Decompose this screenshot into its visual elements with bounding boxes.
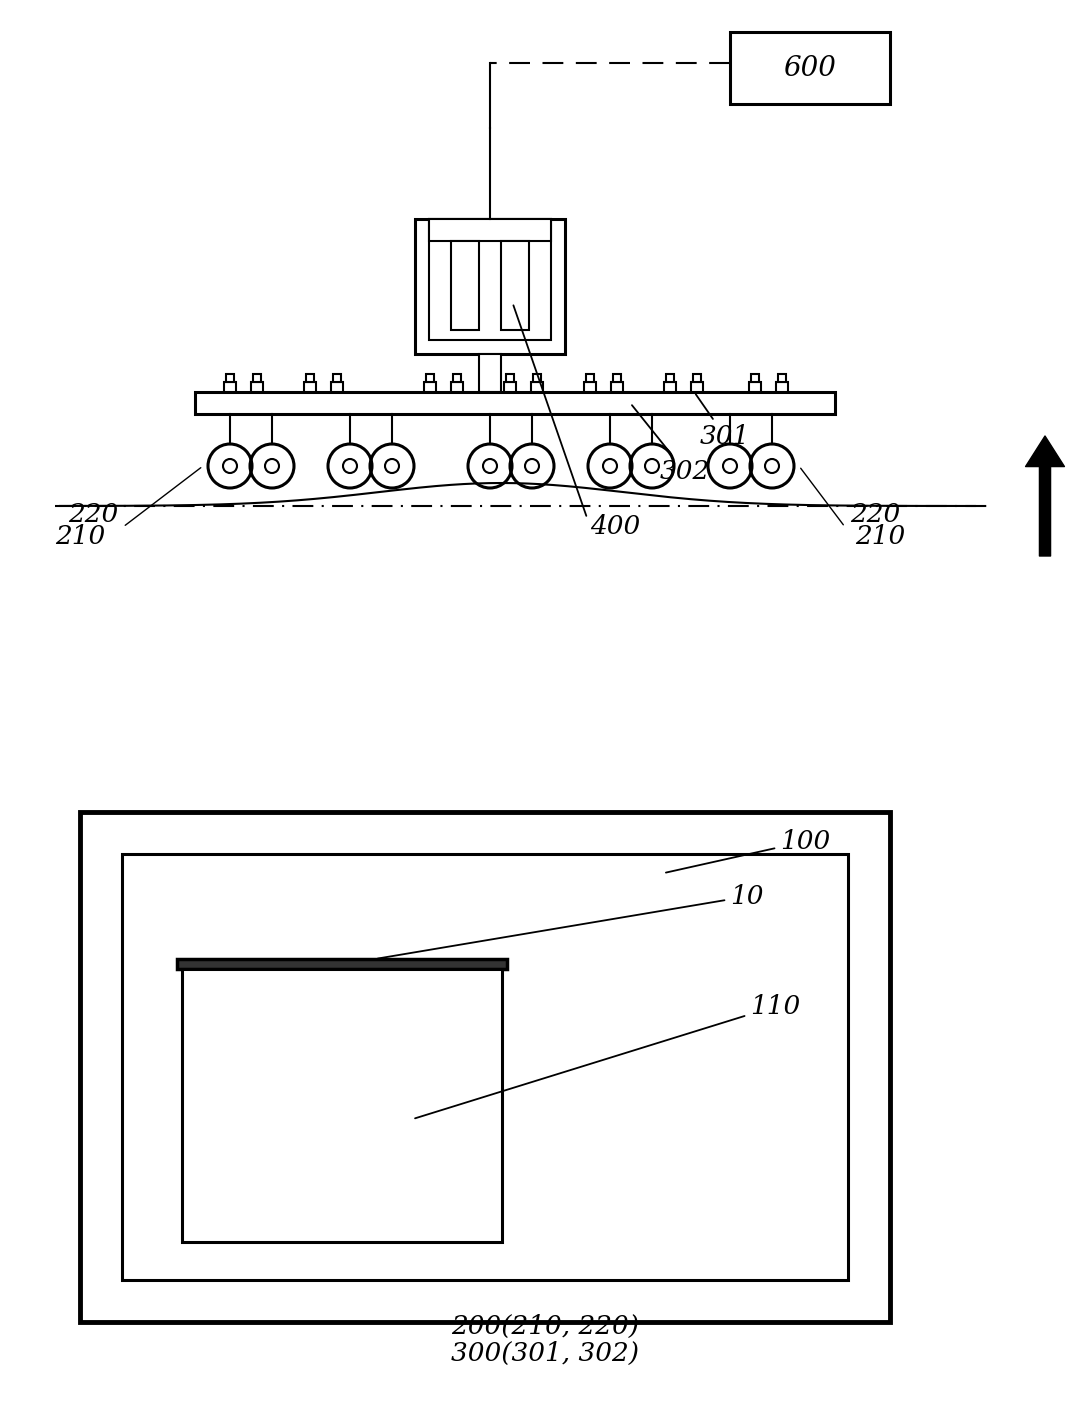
Bar <box>305 373 314 382</box>
Bar <box>177 959 507 969</box>
Bar <box>750 382 762 392</box>
Bar <box>424 382 436 392</box>
Bar <box>182 969 502 1243</box>
Text: 110: 110 <box>415 994 801 1119</box>
Bar <box>333 373 341 382</box>
Text: 400: 400 <box>514 305 640 539</box>
Bar <box>451 241 479 330</box>
Bar <box>253 373 261 382</box>
Text: 210: 210 <box>855 524 906 549</box>
Bar <box>415 219 565 354</box>
Bar <box>533 373 541 382</box>
Bar <box>751 373 759 382</box>
Bar <box>664 382 676 392</box>
Bar <box>501 241 529 330</box>
Bar <box>504 382 516 392</box>
Bar <box>429 219 551 241</box>
Bar <box>80 812 890 1323</box>
Bar <box>195 392 835 414</box>
Bar <box>730 32 890 104</box>
Text: 100: 100 <box>666 828 830 873</box>
Text: 10: 10 <box>377 885 764 959</box>
Bar <box>531 382 543 392</box>
Text: 302: 302 <box>632 406 710 484</box>
Bar <box>451 382 463 392</box>
Text: 210: 210 <box>55 524 105 549</box>
Text: 300(301, 302): 300(301, 302) <box>451 1341 639 1366</box>
Bar <box>611 382 623 392</box>
Bar <box>251 382 263 392</box>
Bar <box>693 373 702 382</box>
Bar <box>226 373 233 382</box>
Text: 301: 301 <box>696 395 751 449</box>
Bar <box>691 382 703 392</box>
Bar <box>586 373 594 382</box>
Bar <box>613 373 621 382</box>
Bar <box>666 373 674 382</box>
Text: 600: 600 <box>783 55 837 81</box>
Bar <box>331 382 343 392</box>
Text: 220: 220 <box>850 503 900 526</box>
Bar <box>429 219 551 340</box>
Bar <box>453 373 461 382</box>
Bar <box>778 373 786 382</box>
Bar <box>506 373 514 382</box>
Bar <box>425 373 434 382</box>
Bar <box>304 382 316 392</box>
Bar <box>776 382 788 392</box>
Text: 200(210, 220): 200(210, 220) <box>451 1314 639 1339</box>
Bar <box>224 382 236 392</box>
Bar <box>479 354 501 392</box>
Bar <box>122 854 848 1280</box>
Text: 220: 220 <box>68 503 118 526</box>
Bar <box>584 382 596 392</box>
